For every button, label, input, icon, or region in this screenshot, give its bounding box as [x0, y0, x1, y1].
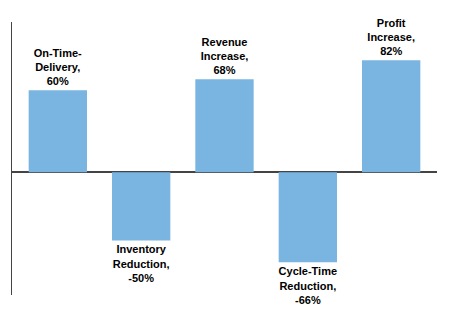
- svg-text:Cycle-TimeReduction,-66%: Cycle-TimeReduction,-66%: [279, 265, 338, 306]
- svg-text:RevenueIncrease,68%: RevenueIncrease,68%: [201, 36, 249, 77]
- svg-text:On-Time-Delivery,60%: On-Time-Delivery,60%: [34, 47, 82, 88]
- svg-text:InventoryReduction,-50%: InventoryReduction,-50%: [113, 243, 170, 284]
- svg-text:ProfitIncrease,82%: ProfitIncrease,82%: [367, 17, 415, 58]
